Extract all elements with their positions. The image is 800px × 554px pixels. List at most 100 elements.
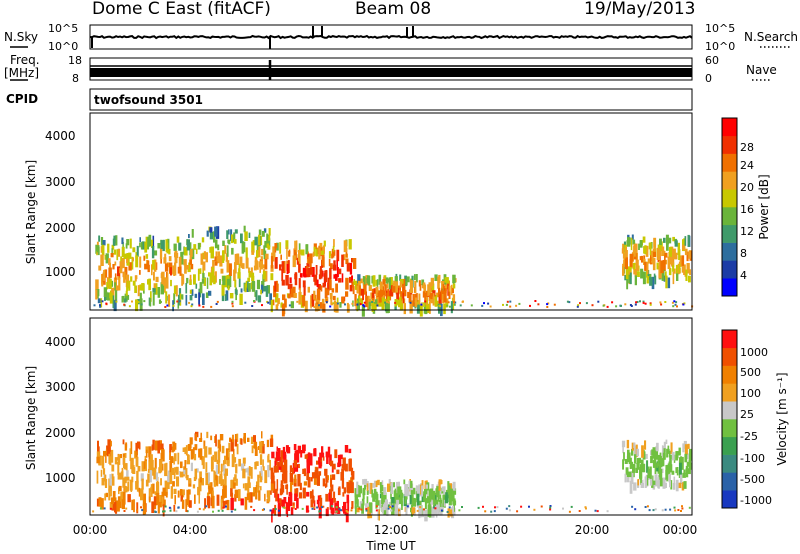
scatter-cell	[343, 487, 346, 494]
scatter-cell	[390, 509, 393, 512]
scatter-cell	[685, 269, 688, 281]
scatter-cell	[128, 262, 132, 271]
scatter-cell	[181, 294, 184, 300]
scatter-cell	[245, 247, 248, 259]
scatter-cell	[628, 452, 631, 464]
scatter-cell	[236, 253, 240, 265]
scatter-cell	[119, 454, 122, 459]
scatter-cell	[679, 473, 683, 484]
colorbar-segment	[722, 365, 737, 384]
scatter-cell	[322, 505, 325, 508]
scatter-cell	[276, 242, 279, 251]
scatter-cell	[390, 290, 394, 296]
scatter-cell	[627, 449, 630, 458]
scatter-cell	[192, 484, 196, 489]
scatter-cell	[418, 280, 421, 287]
scatter-cell	[372, 483, 376, 488]
scatter-cell	[684, 236, 687, 246]
colorbar-segment	[722, 153, 737, 172]
scatter-cell	[263, 250, 267, 260]
scatter-cell	[568, 510, 571, 513]
scatter-cell	[270, 299, 273, 313]
scatter-cell	[254, 236, 258, 246]
scatter-cell	[644, 440, 647, 450]
scatter-cell	[204, 498, 206, 509]
scatter-cell	[437, 292, 440, 297]
scatter-cell	[210, 305, 213, 308]
scatter-cell	[622, 253, 626, 259]
scatter-cell	[307, 477, 311, 488]
scatter-cell	[646, 271, 649, 278]
scatter-cell	[366, 483, 369, 491]
scatter-cell	[668, 473, 671, 483]
scatter-cell	[123, 510, 126, 512]
scatter-cell	[404, 289, 407, 297]
scatter-cell	[124, 486, 128, 493]
scatter-cell	[334, 449, 338, 459]
scatter-cell	[642, 463, 646, 473]
scatter-cell	[198, 304, 201, 307]
scatter-cell	[629, 480, 633, 494]
scatter-cell	[372, 275, 376, 287]
scatter-cell	[111, 476, 115, 486]
scatter-cell	[117, 472, 121, 480]
scatter-cell	[129, 238, 132, 249]
scatter-cell	[169, 472, 173, 485]
scatter-cell	[221, 295, 225, 302]
scatter-cell	[639, 256, 642, 261]
scatter-cell	[147, 473, 150, 483]
scatter-cell	[681, 507, 684, 510]
scatter-cell	[534, 300, 537, 302]
scatter-cell	[443, 303, 446, 315]
scatter-cell	[224, 505, 227, 508]
scatter-cell	[387, 483, 390, 492]
scatter-cell	[259, 486, 262, 491]
scatter-cell	[226, 245, 229, 257]
scatter-cell	[461, 506, 463, 508]
scatter-cell	[214, 226, 218, 237]
scatter-cell	[200, 253, 204, 265]
scatter-cell	[126, 294, 130, 300]
scatter-cell	[98, 265, 102, 271]
scatter-cell	[361, 304, 365, 317]
scatter-cell	[121, 296, 124, 303]
scatter-cell	[258, 490, 261, 501]
scatter-cell	[390, 482, 394, 494]
scatter-cell	[363, 305, 366, 308]
scatter-cell	[682, 472, 686, 478]
scatter-cell	[319, 495, 322, 501]
scatter-cell	[365, 296, 368, 308]
scatter-cell	[344, 445, 349, 453]
scatter-cell	[341, 296, 345, 304]
scatter-cell	[421, 485, 423, 497]
scatter-cell	[105, 450, 107, 463]
scatter-cell	[371, 275, 374, 284]
xtick-08: 08:00	[274, 523, 309, 537]
scatter-cell	[318, 471, 322, 476]
velocity-colorbar-label: Velocity [m s⁻¹]	[775, 372, 789, 465]
scatter-cell	[644, 245, 647, 255]
vel-cbar-tick-m25: -25	[740, 430, 758, 443]
scatter-cell	[461, 300, 464, 303]
scatter-cell	[173, 293, 176, 305]
scatter-cell	[409, 300, 413, 314]
scatter-cell	[356, 285, 360, 294]
scatter-cell	[272, 299, 275, 306]
scatter-cell	[185, 283, 188, 294]
scatter-cell	[309, 267, 314, 275]
scatter-cell	[663, 441, 666, 453]
scatter-cell	[254, 260, 258, 270]
scatter-cell	[353, 279, 355, 286]
scatter-cell	[394, 281, 399, 293]
scatter-cell	[677, 242, 680, 255]
scatter-cell	[254, 446, 258, 456]
scatter-cell	[255, 290, 258, 301]
scatter-cell	[282, 506, 285, 509]
scatter-cell	[325, 451, 329, 458]
scatter-cell	[653, 245, 656, 252]
scatter-cell	[689, 269, 691, 275]
scatter-cell	[152, 292, 155, 306]
scatter-cell	[188, 489, 191, 495]
scatter-cell	[369, 509, 373, 519]
scatter-cell	[313, 448, 317, 457]
